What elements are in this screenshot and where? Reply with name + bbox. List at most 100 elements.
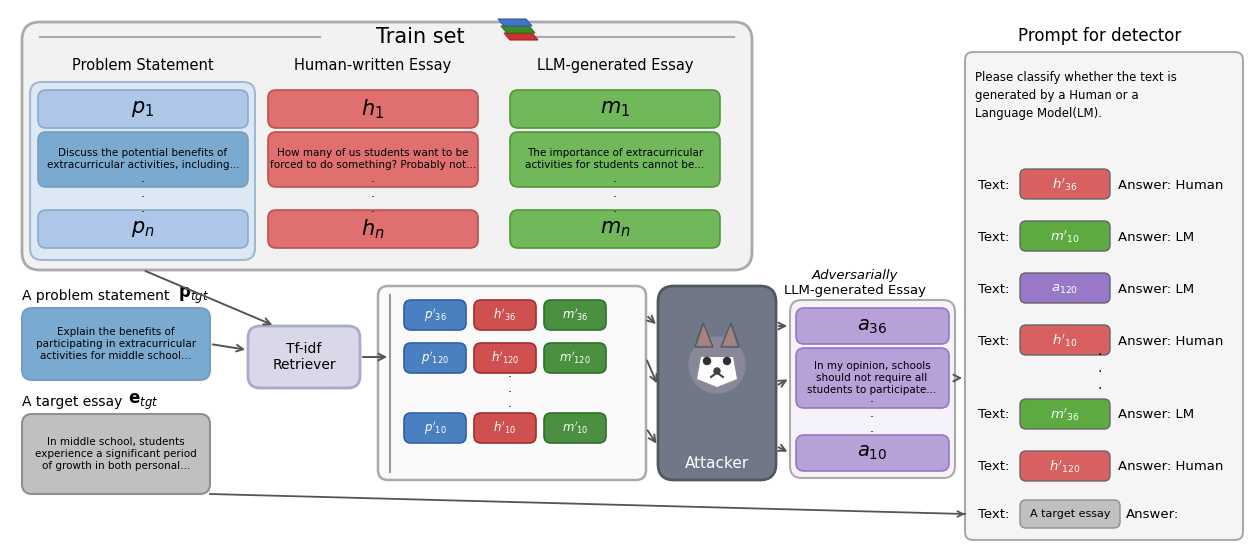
Text: $p_n$: $p_n$: [132, 219, 154, 239]
Text: Answer: Human: Answer: Human: [1119, 334, 1224, 348]
Text: $p'_{36}$: $p'_{36}$: [424, 306, 446, 324]
Text: Text:: Text:: [978, 460, 1009, 474]
FancyBboxPatch shape: [474, 300, 535, 330]
Text: Prompt for detector: Prompt for detector: [1018, 27, 1181, 45]
Text: Train set: Train set: [376, 27, 464, 47]
Text: $m_n$: $m_n$: [599, 219, 631, 239]
Text: $m'_{10}$: $m'_{10}$: [562, 419, 588, 436]
FancyBboxPatch shape: [1020, 451, 1110, 481]
Circle shape: [724, 357, 731, 365]
Polygon shape: [695, 323, 714, 347]
Circle shape: [714, 368, 720, 374]
Text: Text:: Text:: [978, 334, 1009, 348]
Text: Answer: Human: Answer: Human: [1119, 179, 1224, 192]
Text: ·
·
·: · · ·: [613, 176, 617, 220]
FancyBboxPatch shape: [268, 132, 478, 187]
Text: $p_1$: $p_1$: [132, 99, 154, 119]
Text: Human-written Essay: Human-written Essay: [295, 58, 451, 72]
Text: LLM-generated Essay: LLM-generated Essay: [537, 58, 693, 72]
Text: $h'_{120}$: $h'_{120}$: [490, 349, 519, 366]
FancyBboxPatch shape: [404, 343, 466, 373]
FancyBboxPatch shape: [544, 300, 606, 330]
Text: $\mathbf{p}_{tgt}$: $\mathbf{p}_{tgt}$: [178, 286, 209, 306]
Text: $a_{120}$: $a_{120}$: [1051, 282, 1078, 296]
Text: $p'_{120}$: $p'_{120}$: [421, 349, 449, 367]
Text: $h'_{10}$: $h'_{10}$: [494, 419, 517, 436]
FancyBboxPatch shape: [248, 326, 360, 388]
Text: $m'_{120}$: $m'_{120}$: [559, 349, 591, 366]
FancyBboxPatch shape: [1020, 325, 1110, 355]
Text: Discuss the potential benefits of
extracurricular activities, including...: Discuss the potential benefits of extrac…: [46, 148, 240, 170]
Text: In my opinion, schools
should not require all
students to participate...: In my opinion, schools should not requir…: [808, 361, 937, 395]
FancyBboxPatch shape: [23, 22, 752, 270]
FancyBboxPatch shape: [30, 82, 255, 260]
FancyBboxPatch shape: [38, 210, 248, 248]
Text: ·
·
·: · · ·: [1097, 348, 1102, 396]
Text: $h_n$: $h_n$: [361, 217, 385, 241]
Text: The importance of extracurricular
activities for students cannot be...: The importance of extracurricular activi…: [525, 148, 705, 170]
FancyBboxPatch shape: [38, 132, 248, 187]
FancyBboxPatch shape: [23, 414, 209, 494]
Polygon shape: [698, 327, 711, 345]
Text: Text:: Text:: [978, 231, 1009, 244]
FancyBboxPatch shape: [1020, 399, 1110, 429]
Text: $a_{10}$: $a_{10}$: [856, 444, 887, 463]
Text: $h'_{36}$: $h'_{36}$: [1052, 177, 1077, 193]
Text: How many of us students want to be
forced to do something? Probably not...: How many of us students want to be force…: [270, 148, 477, 170]
Text: $h'_{120}$: $h'_{120}$: [1050, 459, 1081, 475]
Text: Answer: LM: Answer: LM: [1119, 408, 1194, 422]
Text: ·
·
·: · · ·: [870, 396, 874, 440]
Polygon shape: [502, 26, 535, 33]
Polygon shape: [498, 19, 532, 26]
Polygon shape: [697, 357, 737, 387]
Text: Problem Statement: Problem Statement: [73, 58, 214, 72]
FancyBboxPatch shape: [658, 286, 776, 480]
Text: In middle school, students
experience a significant period
of growth in both per: In middle school, students experience a …: [35, 437, 197, 470]
FancyBboxPatch shape: [510, 90, 720, 128]
Text: $h_1$: $h_1$: [361, 97, 385, 121]
FancyBboxPatch shape: [1020, 500, 1120, 528]
FancyBboxPatch shape: [544, 413, 606, 443]
Text: $m'_{36}$: $m'_{36}$: [1050, 407, 1080, 423]
Text: $a_{36}$: $a_{36}$: [856, 316, 888, 335]
Circle shape: [703, 357, 711, 365]
Text: ·
·
·: · · ·: [140, 176, 145, 220]
Text: Attacker: Attacker: [685, 455, 749, 470]
FancyBboxPatch shape: [474, 343, 535, 373]
FancyBboxPatch shape: [544, 343, 606, 373]
Text: Tf-idf
Retriever: Tf-idf Retriever: [272, 342, 336, 372]
Text: $h'_{10}$: $h'_{10}$: [1052, 333, 1077, 349]
Text: Adversarially: Adversarially: [811, 268, 898, 282]
FancyBboxPatch shape: [38, 90, 248, 128]
FancyBboxPatch shape: [404, 413, 466, 443]
Text: $m'_{10}$: $m'_{10}$: [1050, 228, 1080, 245]
FancyBboxPatch shape: [796, 435, 949, 471]
FancyBboxPatch shape: [790, 300, 956, 478]
FancyBboxPatch shape: [404, 300, 466, 330]
FancyBboxPatch shape: [1020, 273, 1110, 303]
FancyBboxPatch shape: [966, 52, 1243, 540]
Polygon shape: [721, 323, 739, 347]
FancyBboxPatch shape: [474, 413, 535, 443]
FancyBboxPatch shape: [268, 210, 478, 248]
Text: Please classify whether the text is
generated by a Human or a
Language Model(LM): Please classify whether the text is gene…: [976, 71, 1176, 119]
FancyBboxPatch shape: [268, 90, 478, 128]
Text: A target essay: A target essay: [23, 395, 132, 409]
Text: Answer:: Answer:: [1126, 507, 1179, 520]
Text: $h'_{36}$: $h'_{36}$: [493, 307, 517, 323]
Text: Text:: Text:: [978, 179, 1009, 192]
Text: A target essay: A target essay: [1030, 509, 1110, 519]
FancyBboxPatch shape: [23, 308, 209, 380]
Text: A problem statement: A problem statement: [23, 289, 178, 303]
FancyBboxPatch shape: [796, 348, 949, 408]
Text: ·
·
·: · · ·: [371, 176, 375, 220]
Text: Answer: LM: Answer: LM: [1119, 282, 1194, 296]
Text: $p'_{10}$: $p'_{10}$: [424, 419, 446, 437]
Circle shape: [688, 337, 745, 393]
FancyBboxPatch shape: [796, 308, 949, 344]
Text: Answer: LM: Answer: LM: [1119, 231, 1194, 244]
FancyBboxPatch shape: [510, 132, 720, 187]
Text: $m_1$: $m_1$: [599, 99, 630, 119]
Text: ·
·
·: · · ·: [508, 371, 512, 414]
Text: LLM-generated Essay: LLM-generated Essay: [784, 283, 925, 296]
